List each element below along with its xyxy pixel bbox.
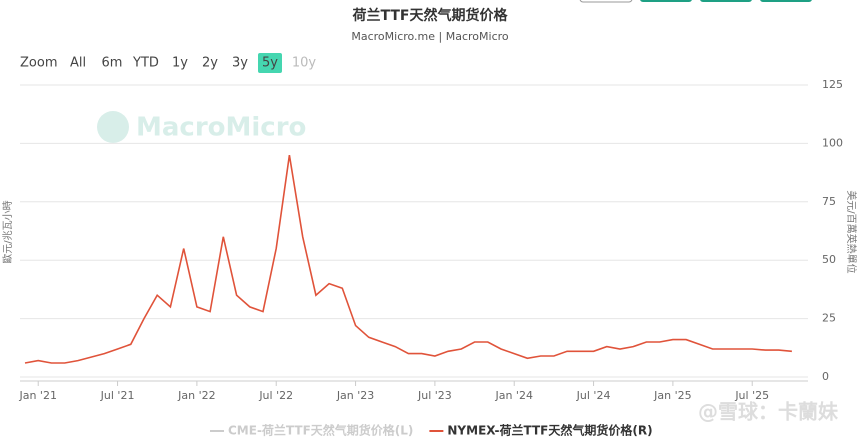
x-tick-label: Jan '21 — [18, 389, 56, 402]
top-button[interactable] — [579, 0, 633, 3]
zoom-label: Zoom — [20, 56, 57, 71]
top-button[interactable] — [640, 0, 692, 2]
y2-tick-label: 125 — [822, 78, 843, 91]
y-axis-label: 歐元/兆瓦小時 — [1, 200, 14, 263]
zoom-button[interactable]: 6m — [102, 56, 123, 71]
top-button[interactable] — [700, 0, 752, 2]
y2-tick-label: 50 — [822, 253, 836, 266]
x-tick-label: Jul '21 — [100, 389, 135, 402]
y2-axis-label: 美元/百萬英熱單位 — [845, 190, 858, 273]
legend-label[interactable]: NYMEX-荷兰TTF天然气期货价格(R) — [447, 423, 652, 438]
y2-tick-label: 0 — [822, 370, 829, 383]
zoom-button[interactable]: 1y — [172, 56, 188, 71]
zoom-button[interactable]: 3y — [232, 56, 248, 71]
y2-tick-label: 100 — [822, 136, 843, 149]
x-tick-label: Jul '23 — [417, 389, 452, 402]
x-tick-label: Jul '25 — [734, 389, 769, 402]
x-tick-label: Jul '22 — [258, 389, 293, 402]
zoom-button[interactable]: 2y — [202, 56, 218, 71]
legend-label[interactable]: CME-荷兰TTF天然气期货价格(L) — [228, 423, 413, 438]
zoom-button[interactable]: 10y — [292, 56, 317, 71]
top-button[interactable] — [760, 0, 812, 2]
zoom-button[interactable]: All — [70, 56, 86, 71]
x-tick-label: Jan '23 — [336, 389, 374, 402]
zoom-button[interactable]: 5y — [262, 56, 278, 71]
zoom-button[interactable]: YTD — [132, 56, 159, 71]
x-tick-label: Jan '22 — [177, 389, 215, 402]
chart-title: 荷兰TTF天然气期货价格 — [352, 7, 509, 24]
x-tick-label: Jan '24 — [494, 389, 532, 402]
data-line — [24, 154, 792, 364]
x-tick-label: Jul '24 — [576, 389, 611, 402]
zoom-button-bg[interactable] — [258, 53, 282, 73]
credit-watermark: @雪球：卡蘭妹 — [698, 400, 839, 424]
watermark: MacroMicro — [136, 113, 306, 143]
y2-tick-label: 75 — [822, 195, 836, 208]
y2-tick-label: 25 — [822, 312, 836, 325]
x-tick-label: Jan '25 — [653, 389, 691, 402]
watermark-logo — [97, 111, 129, 143]
chart-subtitle: MacroMicro.me | MacroMicro — [351, 30, 509, 43]
